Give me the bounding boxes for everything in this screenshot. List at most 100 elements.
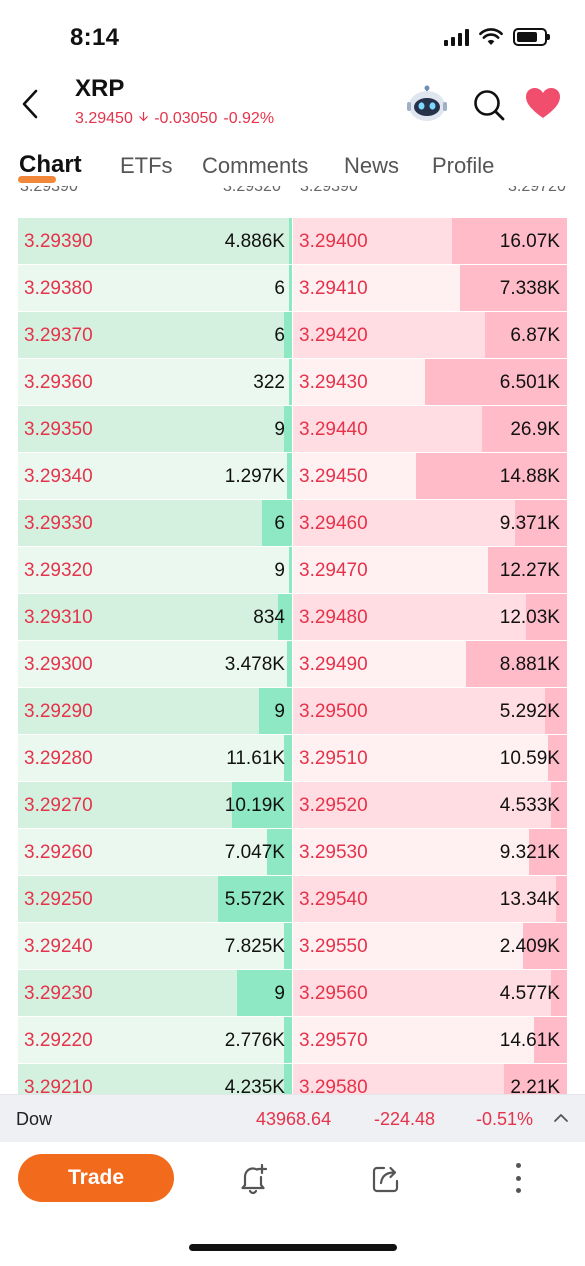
bid-quantity: 7.825K	[224, 936, 285, 957]
table-row[interactable]: 3.29360 322 3.29430 6.501K	[18, 359, 567, 406]
bid-cell[interactable]: 3.29390 4.886K	[18, 218, 292, 264]
order-book[interactable]: 3.29390 4.886K 3.29400 16.07K 3.29380 6 3.2941…	[18, 218, 567, 1094]
table-row[interactable]: 3.29300 3.478K 3.29490 8.881K	[18, 641, 567, 688]
table-row[interactable]: 3.29390 4.886K 3.29400 16.07K	[18, 218, 567, 265]
bid-cell[interactable]: 3.29280 11.61K	[18, 735, 292, 781]
table-row[interactable]: 3.29220 2.776K 3.29570 14.61K	[18, 1017, 567, 1064]
chevron-up-icon[interactable]	[553, 1111, 569, 1125]
bid-cell[interactable]: 3.29350 9	[18, 406, 292, 452]
bid-depth-bar	[289, 218, 292, 264]
table-row[interactable]: 3.29250 5.572K 3.29540 13.34K	[18, 876, 567, 923]
ask-quantity: 2.21K	[510, 1077, 560, 1094]
ai-assistant-button[interactable]	[406, 84, 448, 124]
bid-cell[interactable]: 3.29230 9	[18, 970, 292, 1016]
bid-cell[interactable]: 3.29330 6	[18, 500, 292, 546]
bid-cell[interactable]: 3.29310 834	[18, 594, 292, 640]
bid-cell[interactable]: 3.29250 5.572K	[18, 876, 292, 922]
ask-cell[interactable]: 3.29400 16.07K	[293, 218, 567, 264]
bid-cell[interactable]: 3.29360 322	[18, 359, 292, 405]
ask-cell[interactable]: 3.29470 12.27K	[293, 547, 567, 593]
ask-cell[interactable]: 3.29540 13.34K	[293, 876, 567, 922]
table-row[interactable]: 3.29260 7.047K 3.29530 9.321K	[18, 829, 567, 876]
ask-cell[interactable]: 3.29500 5.292K	[293, 688, 567, 734]
table-row[interactable]: 3.29350 9 3.29440 26.9K	[18, 406, 567, 453]
tab-etfs[interactable]: ETFs	[120, 153, 173, 178]
ask-cell[interactable]: 3.29410 7.338K	[293, 265, 567, 311]
table-row[interactable]: 3.29270 10.19K 3.29520 4.533K	[18, 782, 567, 829]
ask-cell[interactable]: 3.29480 12.03K	[293, 594, 567, 640]
back-button[interactable]	[14, 84, 46, 124]
ask-cell[interactable]: 3.29520 4.533K	[293, 782, 567, 828]
bid-price: 3.29320	[24, 560, 93, 581]
table-row[interactable]: 3.29240 7.825K 3.29550 2.409K	[18, 923, 567, 970]
bid-cell[interactable]: 3.29260 7.047K	[18, 829, 292, 875]
partial-orderbook-row: 3.29390 3.29320 3.29390 3.29720	[18, 186, 567, 204]
ask-cell[interactable]: 3.29570 14.61K	[293, 1017, 567, 1063]
index-ticker[interactable]: Dow 43968.64 -224.48 -0.51%	[0, 1094, 585, 1142]
ask-row-background	[293, 782, 567, 828]
table-row[interactable]: 3.29380 6 3.29410 7.338K	[18, 265, 567, 312]
bid-price: 3.29300	[24, 654, 93, 675]
bid-cell[interactable]: 3.29300 3.478K	[18, 641, 292, 687]
search-button[interactable]	[472, 88, 506, 122]
ask-cell[interactable]: 3.29430 6.501K	[293, 359, 567, 405]
tab-news[interactable]: News	[344, 153, 400, 178]
ask-cell[interactable]: 3.29560 4.577K	[293, 970, 567, 1016]
ask-price: 3.29550	[299, 936, 368, 957]
bid-depth-bar	[231, 782, 292, 828]
table-row[interactable]: 3.29340 1.297K 3.29450 14.88K	[18, 453, 567, 500]
table-row[interactable]: 3.29330 6 3.29460 9.371K	[18, 500, 567, 547]
more-button[interactable]	[505, 1160, 531, 1196]
bid-row-background	[18, 1064, 292, 1094]
bid-price: 3.29270	[24, 795, 93, 816]
share-button[interactable]	[369, 1162, 403, 1196]
ask-quantity: 7.338K	[499, 278, 560, 299]
bid-cell[interactable]: 3.29320 9	[18, 547, 292, 593]
ask-cell[interactable]: 3.29420 6.87K	[293, 312, 567, 358]
ask-cell[interactable]: 3.29550 2.409K	[293, 923, 567, 969]
favorite-button[interactable]	[524, 86, 564, 122]
price-alert-button[interactable]	[236, 1162, 270, 1196]
bid-cell[interactable]: 3.29210 4.235K	[18, 1064, 292, 1094]
ask-quantity: 9.371K	[499, 513, 560, 534]
table-row[interactable]: 3.29290 9 3.29500 5.292K	[18, 688, 567, 735]
bid-cell[interactable]: 3.29270 10.19K	[18, 782, 292, 828]
tab-comments[interactable]: Comments	[202, 153, 309, 178]
ask-cell[interactable]: 3.29510 10.59K	[293, 735, 567, 781]
tab-profile[interactable]: Profile	[432, 153, 495, 178]
table-row[interactable]: 3.29310 834 3.29480 12.03K	[18, 594, 567, 641]
table-row[interactable]: 3.29370 6 3.29420 6.87K	[18, 312, 567, 359]
ask-row-background	[293, 876, 567, 922]
ask-depth-bar	[545, 688, 567, 734]
ask-price: 3.29500	[299, 701, 368, 722]
ask-cell[interactable]: 3.29460 9.371K	[293, 500, 567, 546]
bid-depth-bar	[283, 923, 292, 969]
bid-depth-bar	[286, 641, 292, 687]
page-title: XRP	[75, 75, 125, 102]
bid-cell[interactable]: 3.29370 6	[18, 312, 292, 358]
ask-row-background	[293, 829, 567, 875]
bid-cell[interactable]: 3.29220 2.776K	[18, 1017, 292, 1063]
bid-cell[interactable]: 3.29290 9	[18, 688, 292, 734]
ask-row-background	[293, 735, 567, 781]
table-row[interactable]: 3.29320 9 3.29470 12.27K	[18, 547, 567, 594]
bid-cell[interactable]: 3.29340 1.297K	[18, 453, 292, 499]
bid-price: 3.29260	[24, 842, 93, 863]
table-row[interactable]: 3.29210 4.235K 3.29580 2.21K	[18, 1064, 567, 1094]
ask-cell[interactable]: 3.29580 2.21K	[293, 1064, 567, 1094]
bid-cell[interactable]: 3.29240 7.825K	[18, 923, 292, 969]
trade-button[interactable]: Trade	[18, 1154, 174, 1202]
ask-cell[interactable]: 3.29450 14.88K	[293, 453, 567, 499]
bid-row-background	[18, 829, 292, 875]
ask-cell[interactable]: 3.29530 9.321K	[293, 829, 567, 875]
table-row[interactable]: 3.29280 11.61K 3.29510 10.59K	[18, 735, 567, 782]
heart-icon	[526, 88, 560, 118]
table-row[interactable]: 3.29230 9 3.29560 4.577K	[18, 970, 567, 1017]
bid-quantity: 834	[253, 607, 285, 628]
tab-chart[interactable]: Chart	[19, 151, 82, 178]
bid-cell[interactable]: 3.29380 6	[18, 265, 292, 311]
bid-quantity: 6	[274, 278, 285, 299]
ask-depth-bar	[424, 359, 567, 405]
ask-cell[interactable]: 3.29440 26.9K	[293, 406, 567, 452]
ask-cell[interactable]: 3.29490 8.881K	[293, 641, 567, 687]
